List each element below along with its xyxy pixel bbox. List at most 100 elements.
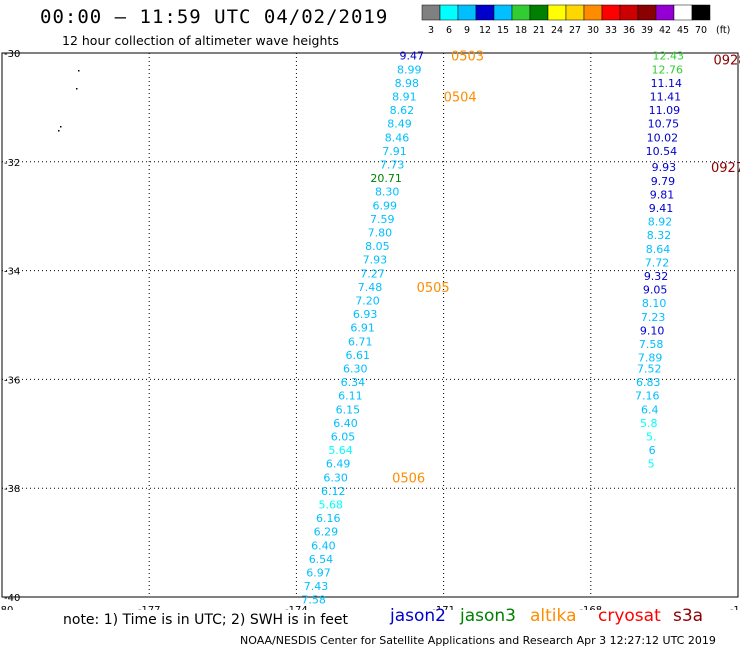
swh-reading: 8.91 xyxy=(392,91,417,104)
swh-reading: 12.76 xyxy=(652,63,684,76)
pass-time-label: 0505 xyxy=(417,281,450,296)
swh-reading: 8.05 xyxy=(365,240,390,253)
map-title: 00:00 — 11:59 UTC 04/02/2019 xyxy=(40,6,389,28)
swh-reading: 6.30 xyxy=(343,363,368,376)
swh-reading: 6.93 xyxy=(353,308,378,321)
swh-reading: 9.47 xyxy=(399,50,424,63)
swh-reading: 7.80 xyxy=(368,227,393,240)
swh-reading: 6.29 xyxy=(314,526,339,539)
swh-reading: 7.16 xyxy=(635,390,660,403)
legend-unit-label: (ft) xyxy=(716,25,730,36)
swh-reading: 12.43 xyxy=(653,50,685,63)
swh-reading: 6.40 xyxy=(333,417,358,430)
swh-reading: 11.14 xyxy=(651,77,683,90)
swh-reading: 7.72 xyxy=(645,256,670,269)
swh-reading: 6.83 xyxy=(636,376,661,389)
swh-reading: 6.4 xyxy=(641,403,659,416)
legend-level-label: 27 xyxy=(569,25,581,36)
mission-jason2: jason2 xyxy=(390,606,446,626)
swh-reading: 9.93 xyxy=(652,161,677,174)
swh-reading: 7.91 xyxy=(382,145,407,158)
swh-reading: 6.05 xyxy=(331,431,356,444)
legend-level-label: 18 xyxy=(515,25,527,36)
swh-reading: 6.30 xyxy=(323,471,348,484)
swh-reading: 7.48 xyxy=(358,281,383,294)
swh-reading: 6.61 xyxy=(346,349,371,362)
pass-time-label: 0928 xyxy=(713,54,740,69)
color-legend: 3 6 9 12 15 18 21 24 27 30 33 36 39 42 45 70 (ft) xyxy=(421,4,730,36)
legend-level-label: 42 xyxy=(659,25,671,36)
swh-reading: 9.79 xyxy=(651,175,676,188)
swh-reading: 20.71 xyxy=(370,172,402,185)
swh-reading: 7.93 xyxy=(363,254,388,267)
swh-reading: 5.64 xyxy=(328,444,353,457)
swh-reading: 6.16 xyxy=(316,512,341,525)
swh-reading: 9.10 xyxy=(640,324,665,337)
longitude-tick-label: -168 xyxy=(579,605,602,610)
swh-reading: 7.59 xyxy=(370,213,395,226)
swh-reading: 8.64 xyxy=(646,243,671,256)
longitude-tick-label: -177 xyxy=(138,605,161,610)
footer-note: note: 1) Time is in UTC; 2) SWH is in fe… xyxy=(63,612,349,628)
swh-reading: 7.89 xyxy=(638,352,663,365)
swh-reading: 6.99 xyxy=(372,199,397,212)
swh-reading: 8.49 xyxy=(387,118,412,131)
swh-reading: 9.41 xyxy=(649,202,674,215)
latitude-tick-label: -30 xyxy=(4,49,20,60)
swh-reading: 10.75 xyxy=(648,118,680,131)
legend-level-label: 24 xyxy=(551,25,563,36)
swh-reading: 5. xyxy=(646,431,657,444)
land-speck xyxy=(60,126,62,128)
mission-s3a: s3a xyxy=(673,606,704,626)
legend-level-label: 3 xyxy=(428,25,434,36)
swh-reading: 8.32 xyxy=(647,229,672,242)
legend-level-label: 6 xyxy=(446,25,452,36)
latitude-tick-label: -36 xyxy=(4,375,20,386)
swh-reading: 7.58 xyxy=(639,338,664,351)
legend-level-label: 30 xyxy=(587,25,599,36)
pass-time-label: 0927 xyxy=(711,161,740,176)
swh-reading: 7.58 xyxy=(301,594,326,607)
credit-line: NOAA/NESDIS Center for Satellite Applica… xyxy=(240,634,716,647)
latitude-tick-label: -38 xyxy=(4,484,20,495)
latitude-tick-label: -40 xyxy=(4,593,20,604)
longitude-tick-label: -174 xyxy=(285,605,308,610)
swh-reading: 7.73 xyxy=(380,159,405,172)
pass-time-label: 0504 xyxy=(444,91,477,106)
legend-level-label: 12 xyxy=(479,25,491,36)
legend-level-label: 45 xyxy=(677,25,689,36)
swh-reading: 8.62 xyxy=(390,104,415,117)
latitude-tick-label: -32 xyxy=(4,158,20,169)
legend-level-label: 39 xyxy=(641,25,653,36)
swh-reading: 8.46 xyxy=(385,131,410,144)
land-speck xyxy=(76,88,78,90)
swh-reading: 6.91 xyxy=(350,322,375,335)
swh-reading: 6.54 xyxy=(309,553,334,566)
swh-reading: 8.98 xyxy=(395,77,420,90)
legend-level-label: 70 xyxy=(695,25,707,36)
pass-time-label: 0503 xyxy=(451,50,484,65)
mission-jason3: jason3 xyxy=(460,606,516,626)
mission-altika: altika xyxy=(530,606,577,626)
legend-level-label: 21 xyxy=(533,25,545,36)
swh-reading: 6 xyxy=(649,444,656,457)
swh-reading: 5.68 xyxy=(319,499,344,512)
pass-time-label: 0506 xyxy=(392,471,425,486)
legend-swatch xyxy=(691,4,711,21)
swh-reading: 8.30 xyxy=(375,186,400,199)
swh-reading: 6.34 xyxy=(341,376,366,389)
swh-reading: 8.99 xyxy=(397,63,422,76)
legend-level-label: 33 xyxy=(605,25,617,36)
swh-reading: 6.97 xyxy=(306,567,331,580)
swh-reading: 8.92 xyxy=(648,216,673,229)
land-speck xyxy=(78,70,80,72)
wave-height-map: -180 -177 -174 -171 -168 -16 -30 -32 -34 -36 -38 -4… xyxy=(0,49,740,610)
swh-reading: 11.41 xyxy=(650,91,682,104)
swh-reading: 6.12 xyxy=(321,485,346,498)
swh-reading: 6.40 xyxy=(311,539,336,552)
swh-reading: 10.02 xyxy=(647,131,679,144)
swh-reading: 6.71 xyxy=(348,335,373,348)
longitude-tick-label: -16 xyxy=(730,605,740,610)
legend-level-label: 15 xyxy=(497,25,509,36)
map-frame xyxy=(1,52,739,598)
